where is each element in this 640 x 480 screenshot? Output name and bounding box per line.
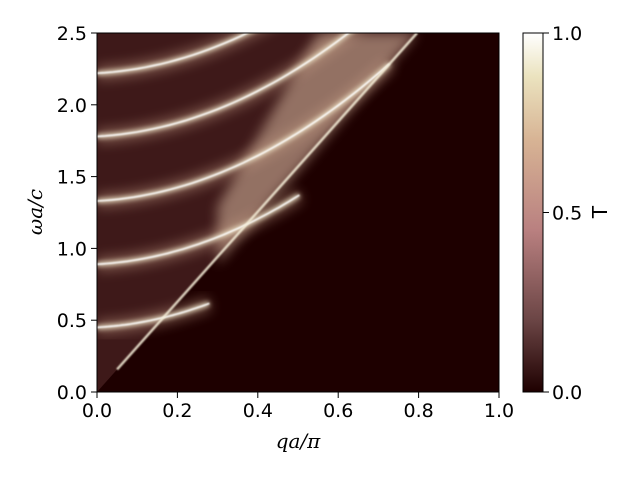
y-axis: 0.0 0.5 1.0 1.5 2.0 2.5: [57, 23, 97, 404]
transmission-band: [97, 33, 250, 74]
colorbar-tick-label: 0.5: [552, 203, 582, 225]
x-tick-label: 0.2: [162, 400, 192, 422]
transmission-band: [97, 63, 391, 202]
x-tick-label: 1.0: [484, 400, 514, 422]
x-tick-label: 0.8: [403, 400, 433, 422]
transmission-band: [97, 194, 300, 265]
colorbar-label: T: [588, 205, 612, 219]
light-line-edge: [116, 33, 418, 371]
transmission-bands: [97, 33, 418, 371]
y-axis-label: ωa/c: [23, 189, 47, 235]
colorbar-tick-label: 1.0: [552, 23, 582, 45]
plot-area: [97, 33, 499, 392]
y-tick-label: 1.5: [57, 167, 87, 189]
transmission-band: [97, 302, 210, 329]
y-tick-label: 1.0: [57, 238, 87, 260]
transmission-band: [97, 33, 350, 138]
x-axis-label: qa/π: [276, 429, 321, 453]
colorbar-ticks: 0.0 0.5 1.0: [543, 23, 582, 404]
x-tick-label: 0.6: [323, 400, 353, 422]
x-tick-label: 0.0: [82, 400, 112, 422]
plot-frame: [96, 32, 500, 393]
colorbar-tick-label: 0.0: [552, 382, 582, 404]
x-axis: 0.0 0.2 0.4 0.6 0.8 1.0: [82, 392, 514, 422]
x-tick-label: 0.4: [243, 400, 273, 422]
colorbar: 0.0 0.5 1.0 T: [522, 23, 612, 404]
y-tick-label: 0.5: [57, 310, 87, 332]
colorbar-gradient: [522, 32, 544, 393]
y-tick-label: 0.0: [57, 382, 87, 404]
y-tick-label: 2.5: [57, 23, 87, 45]
y-tick-label: 2.0: [57, 95, 87, 117]
